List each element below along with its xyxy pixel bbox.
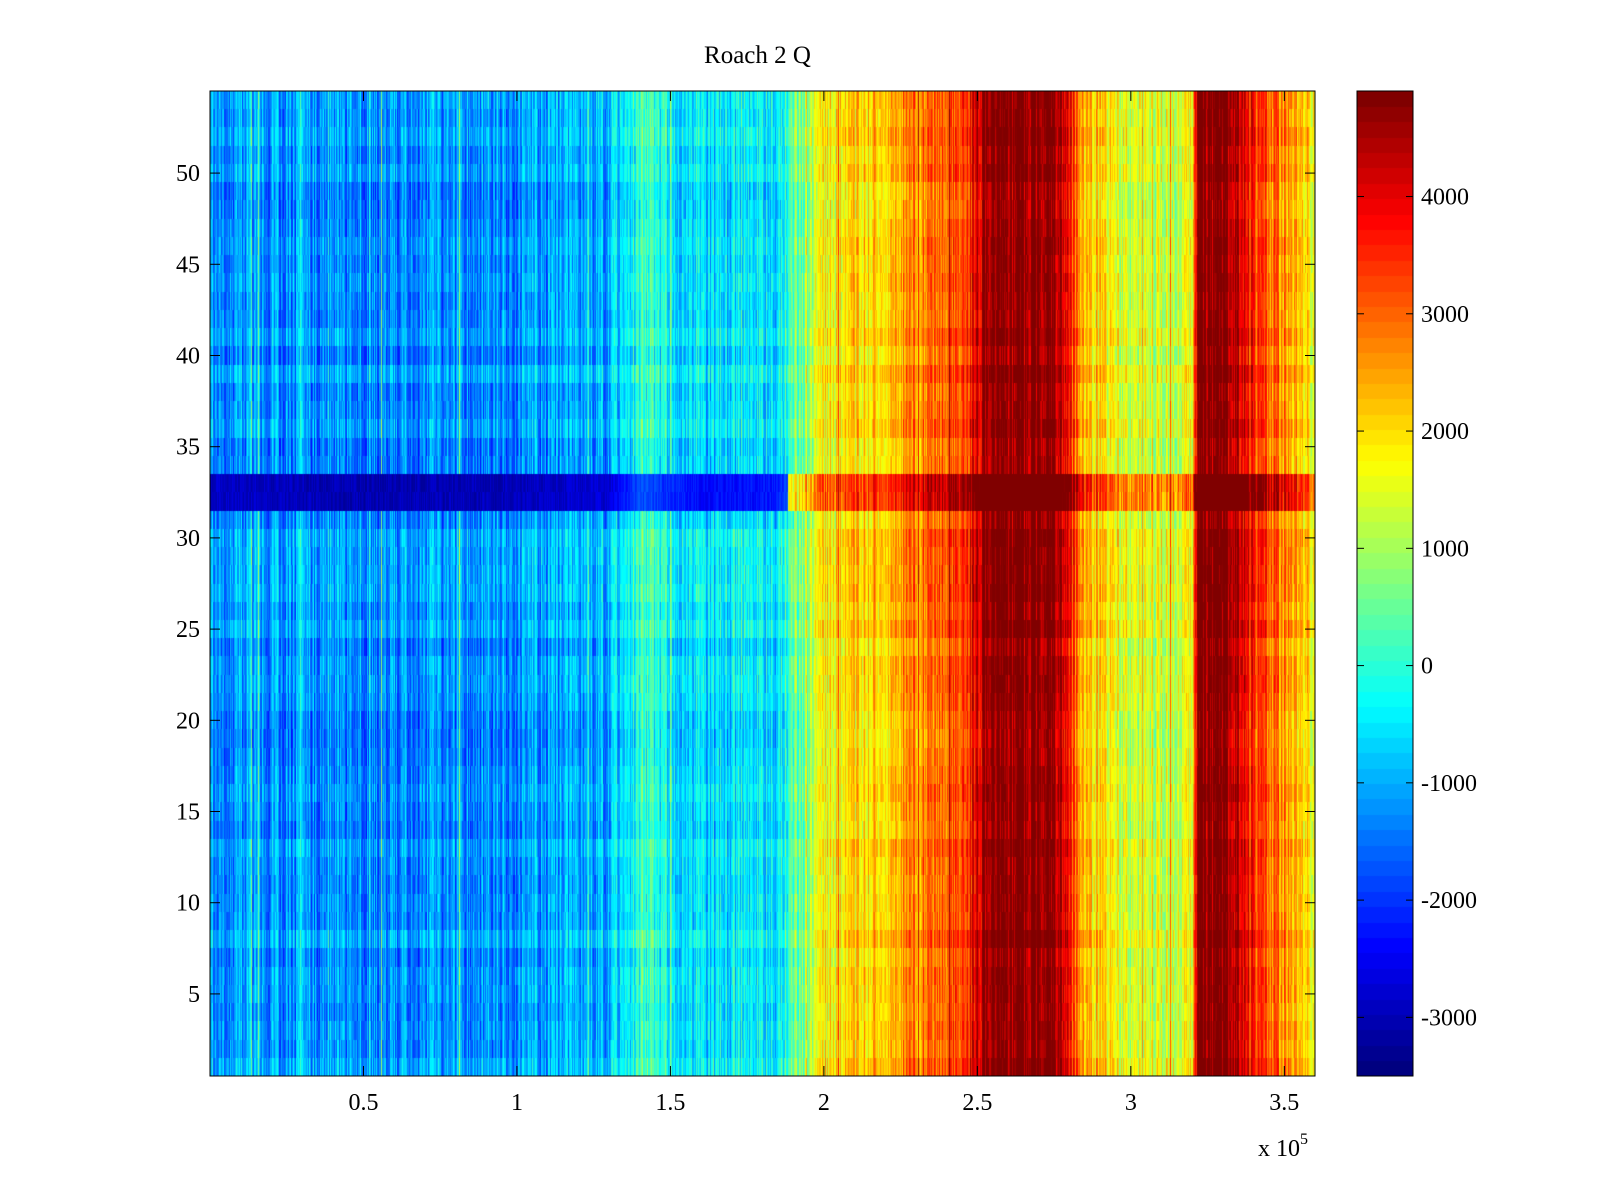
colorbar-tick-label: -1000 (1421, 771, 1477, 797)
x-axis-multiplier-base: x 10 (1258, 1136, 1300, 1162)
colorbar-frame (1356, 90, 1414, 1077)
y-tick-label: 15 (176, 800, 200, 826)
y-tick-label: 25 (176, 617, 200, 643)
colorbar-tick-label: -3000 (1421, 1005, 1477, 1031)
y-tick-label: 30 (176, 526, 200, 552)
x-tick-label: 2.5 (962, 1090, 992, 1116)
y-tick-label: 20 (176, 708, 200, 734)
colorbar-tick-label: 3000 (1421, 302, 1469, 328)
x-axis-ticks: 0.5 1 1.5 2 2.5 3 3.5 (348, 91, 1299, 1116)
chart-title: Roach 2 Q (704, 42, 811, 69)
x-axis-multiplier: x 105 (1258, 1131, 1308, 1162)
colorbar-tick-label: -2000 (1421, 888, 1477, 914)
colorbar-tick-label: 4000 (1421, 185, 1469, 211)
y-axis-ticks: 5 10 15 20 25 30 35 40 45 50 (176, 161, 1315, 1008)
y-tick-label: 45 (176, 252, 200, 278)
x-tick-label: 0.5 (348, 1090, 378, 1116)
colorbar-tick-label: 1000 (1421, 536, 1469, 562)
x-tick-label: 3 (1125, 1090, 1137, 1116)
y-tick-label: 5 (188, 982, 200, 1008)
colorbar-tick-label: 2000 (1421, 419, 1469, 445)
x-tick-label: 1.5 (655, 1090, 685, 1116)
y-tick-label: 10 (176, 891, 200, 917)
x-axis-multiplier-exponent: 5 (1300, 1131, 1308, 1148)
colorbar (1357, 91, 1413, 1076)
plot-frame (209, 90, 1316, 1077)
y-tick-label: 40 (176, 343, 200, 369)
heatmap-plot (210, 91, 1315, 1076)
y-tick-label: 50 (176, 161, 200, 187)
colorbar-tick-label: 0 (1421, 654, 1433, 680)
x-tick-label: 1 (511, 1090, 523, 1116)
y-tick-label: 35 (176, 435, 200, 461)
colorbar-ticks: -3000 -2000 -1000 0 1000 2000 3000 4000 (1357, 185, 1477, 1031)
x-tick-label: 3.5 (1269, 1090, 1299, 1116)
x-tick-label: 2 (818, 1090, 830, 1116)
